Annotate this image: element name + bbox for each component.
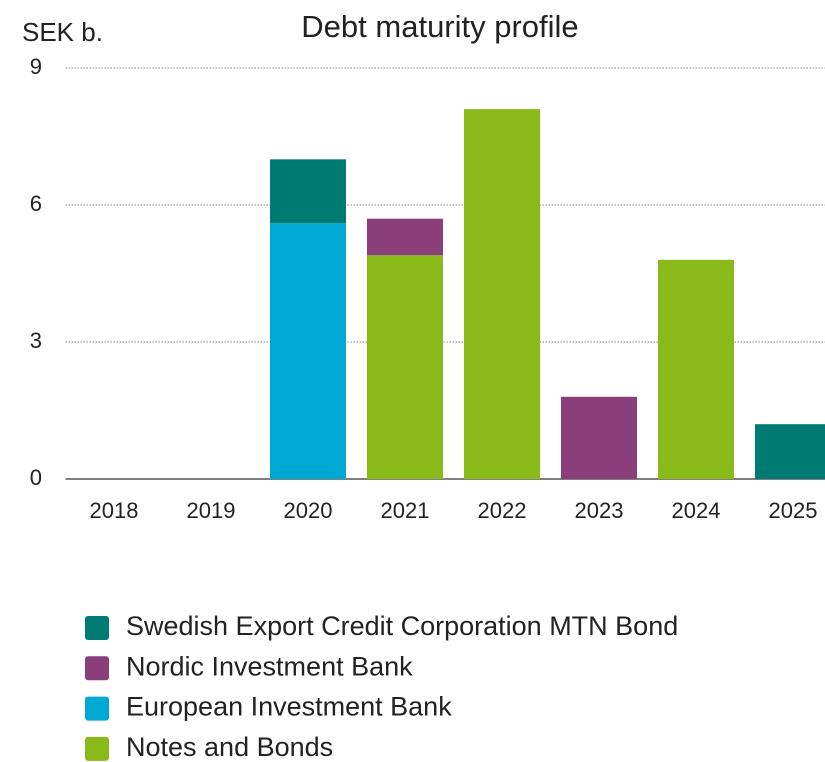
bar-segment bbox=[755, 424, 825, 479]
legend-label: Swedish Export Credit Corporation MTN Bo… bbox=[126, 611, 678, 641]
x-tick-label: 2019 bbox=[187, 498, 236, 523]
bar-segment bbox=[270, 159, 346, 224]
legend-label: European Investment Bank bbox=[126, 692, 452, 722]
x-tick-label: 2020 bbox=[284, 498, 333, 523]
bar-segment bbox=[561, 396, 637, 479]
y-axis-label: SEK b. bbox=[22, 17, 103, 47]
y-tick-label: 6 bbox=[30, 191, 42, 216]
y-tick-label: 3 bbox=[30, 328, 42, 353]
x-tick-label: 2025 bbox=[769, 498, 818, 523]
x-tick-label: 2021 bbox=[381, 498, 430, 523]
bar-segment bbox=[270, 223, 346, 479]
bar-segment bbox=[464, 109, 540, 479]
chart-title: Debt maturity profile bbox=[301, 9, 578, 44]
x-tick-label: 2023 bbox=[575, 498, 624, 523]
y-tick-label: 9 bbox=[30, 54, 42, 79]
legend-swatch bbox=[85, 616, 109, 640]
bar-segment bbox=[367, 255, 443, 479]
legend-label: Notes and Bonds bbox=[126, 732, 333, 762]
x-tick-label: 2018 bbox=[90, 498, 139, 523]
bar-segment bbox=[658, 259, 734, 479]
legend-swatch bbox=[85, 696, 109, 721]
x-tick-label: 2022 bbox=[478, 498, 527, 523]
legend-label: Nordic Investment Bank bbox=[126, 651, 413, 681]
y-tick-label: 0 bbox=[30, 465, 42, 490]
legend-swatch bbox=[85, 656, 109, 681]
bar-segment bbox=[367, 218, 443, 256]
x-tick-label: 2024 bbox=[672, 498, 721, 523]
legend-swatch bbox=[85, 736, 109, 761]
